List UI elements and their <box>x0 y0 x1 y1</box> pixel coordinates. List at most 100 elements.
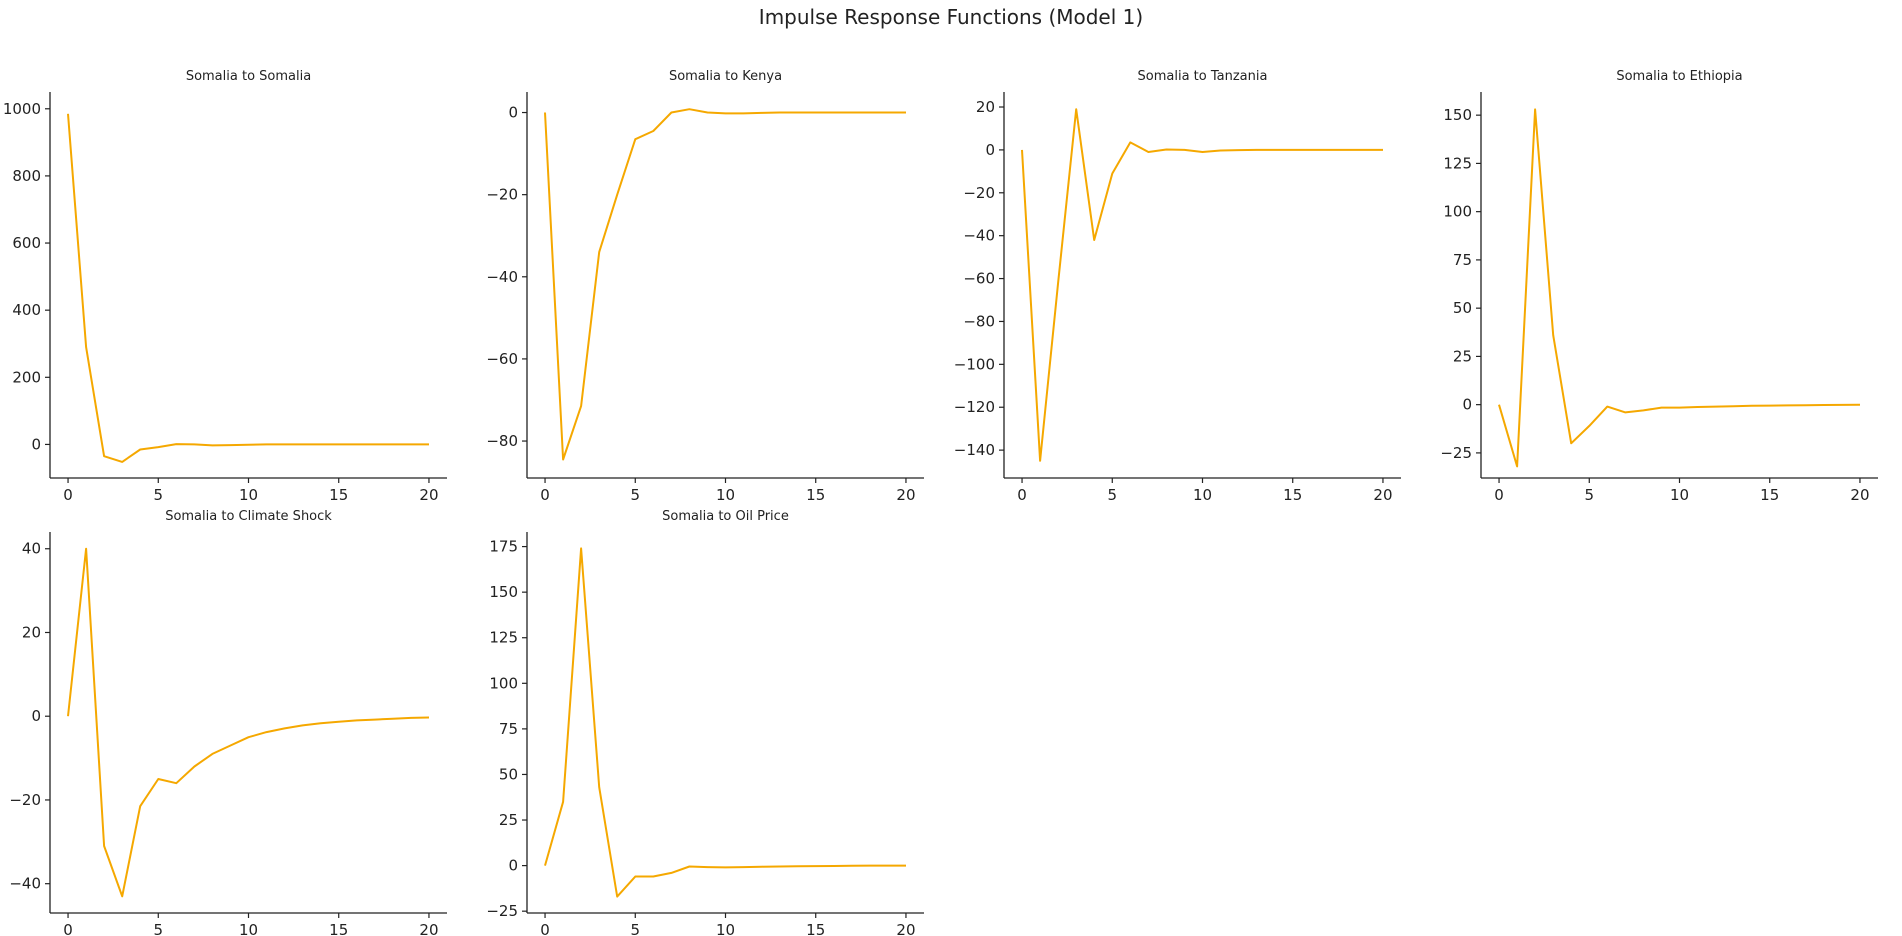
data-point <box>410 443 412 445</box>
data-point <box>1382 149 1384 151</box>
data-point <box>302 724 304 726</box>
subplot: Somalia to Ethiopia −25 0 25 50 75 100 125 150 0 5… <box>1440 69 1878 504</box>
data-point <box>1751 405 1753 407</box>
data-point <box>761 112 763 114</box>
data-point <box>1183 149 1185 151</box>
data-point <box>229 444 231 446</box>
y-tick-label: 200 <box>12 368 41 386</box>
data-point <box>103 845 105 847</box>
subplot: Somalia to Oil Price−2502550751001251501… <box>486 509 924 936</box>
data-point <box>1498 404 1500 406</box>
data-point <box>1147 151 1149 153</box>
data-point <box>1516 465 1518 467</box>
data-point <box>1588 425 1590 427</box>
y-tick-label: 20 <box>22 623 41 641</box>
x-tick-label: 20 <box>896 921 915 936</box>
data-point <box>706 866 708 868</box>
data-point <box>1534 108 1536 110</box>
y-tick-label: 0 <box>985 141 995 159</box>
y-tick-label: 125 <box>1443 154 1472 172</box>
data-point <box>670 872 672 874</box>
data-point <box>1823 404 1825 406</box>
y-tick-label: −120 <box>954 398 995 416</box>
data-point <box>544 865 546 867</box>
data-point <box>1292 149 1294 151</box>
data-point <box>905 112 907 114</box>
subplot-title: Somalia to Oil Price <box>662 509 789 524</box>
x-tick-label: 5 <box>153 486 163 504</box>
y-tick-label: −40 <box>963 227 995 245</box>
data-point <box>544 112 546 114</box>
subplot-title: Somalia to Kenya <box>669 69 782 84</box>
data-point <box>157 778 159 780</box>
x-tick-label: 5 <box>1107 486 1117 504</box>
y-tick-label: −80 <box>486 432 518 450</box>
data-point <box>139 805 141 807</box>
data-point <box>1165 148 1167 150</box>
data-point <box>833 865 835 867</box>
y-tick-label: −40 <box>9 875 41 893</box>
data-point <box>887 112 889 114</box>
x-tick-label: 5 <box>1584 486 1594 504</box>
data-point <box>1328 149 1330 151</box>
subplot-title: Somalia to Ethiopia <box>1616 69 1742 84</box>
x-tick-label: 10 <box>716 486 735 504</box>
data-point <box>688 866 690 868</box>
data-point <box>266 731 268 733</box>
x-tick-label: 0 <box>540 921 550 936</box>
data-point <box>562 459 564 461</box>
data-point <box>1346 149 1348 151</box>
y-tick-label: 0 <box>1462 396 1472 414</box>
y-tick-label: 150 <box>1443 106 1472 124</box>
y-tick-label: −140 <box>954 441 995 459</box>
subplot-title: Somalia to Somalia <box>186 69 311 84</box>
x-tick-label: 15 <box>806 921 825 936</box>
data-point <box>248 736 250 738</box>
y-tick-label: −20 <box>9 791 41 809</box>
y-tick-label: 75 <box>1453 251 1472 269</box>
x-tick-label: 20 <box>1373 486 1392 504</box>
data-point <box>743 866 745 868</box>
data-point <box>302 443 304 445</box>
x-tick-label: 0 <box>63 486 73 504</box>
data-point <box>338 721 340 723</box>
data-point <box>1642 409 1644 411</box>
x-tick-label: 15 <box>329 486 348 504</box>
data-point <box>1697 406 1699 408</box>
y-tick-label: 25 <box>1453 347 1472 365</box>
data-point <box>356 443 358 445</box>
data-point <box>428 716 430 718</box>
data-point <box>652 876 654 878</box>
y-tick-label: 175 <box>489 538 518 556</box>
data-point <box>1093 239 1095 241</box>
data-point <box>634 138 636 140</box>
data-point <box>779 866 781 868</box>
y-tick-label: 800 <box>12 167 41 185</box>
y-tick-label: −20 <box>486 186 518 204</box>
data-point <box>356 719 358 721</box>
x-tick-label: 0 <box>1017 486 1027 504</box>
y-tick-label: 1000 <box>3 100 41 118</box>
x-tick-label: 0 <box>540 486 550 504</box>
data-point <box>410 717 412 719</box>
x-tick-label: 10 <box>716 921 735 936</box>
data-point <box>833 112 835 114</box>
data-point <box>1679 407 1681 409</box>
y-tick-label: 40 <box>22 540 41 558</box>
data-point <box>1364 149 1366 151</box>
data-point <box>887 865 889 867</box>
x-tick-label: 5 <box>153 921 163 936</box>
impulse-response-line <box>1498 108 1861 468</box>
figure-title: Impulse Response Functions (Model 1) <box>759 5 1143 29</box>
data-point <box>121 461 123 463</box>
data-point <box>1111 172 1113 174</box>
data-point <box>1552 334 1554 336</box>
x-tick-label: 15 <box>806 486 825 504</box>
data-point <box>1570 442 1572 444</box>
subplot-title: Somalia to Tanzania <box>1138 69 1268 84</box>
data-point <box>1220 150 1222 152</box>
data-point <box>1660 407 1662 409</box>
x-tick-label: 15 <box>329 921 348 936</box>
